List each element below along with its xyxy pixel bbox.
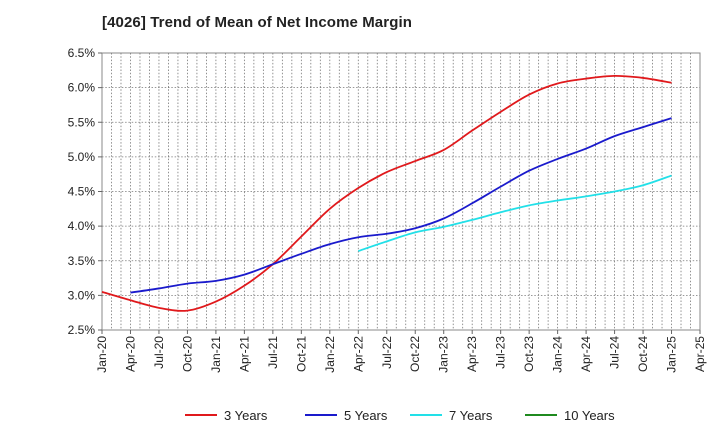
x-tick-label: Jul-24 bbox=[608, 336, 622, 369]
x-axis: Jan-20 Apr-20 Jul-20 Oct-20 Jan-21 Apr-21 Jul-… bbox=[95, 330, 707, 373]
series-line-7-years bbox=[357, 174, 672, 252]
series-line-3-years bbox=[101, 74, 672, 312]
x-tick-label: Jul-23 bbox=[494, 336, 508, 369]
x-tick-label: Oct-22 bbox=[408, 336, 422, 372]
x-tick-label: Apr-20 bbox=[123, 336, 137, 372]
x-tick-label: Apr-21 bbox=[237, 336, 251, 372]
x-tick-label: Jan-20 bbox=[95, 336, 109, 373]
legend-label-7-years: 7 Years bbox=[449, 408, 493, 423]
x-tick-label: Jan-24 bbox=[551, 336, 565, 373]
x-tick-label: Jan-25 bbox=[665, 336, 679, 373]
y-axis: 2.5% 3.0% 3.5% 4.0% 4.5% 5.0% 5.5% 6.0% 6.5% bbox=[68, 46, 102, 337]
y-tick-label: 4.5% bbox=[68, 185, 96, 199]
x-tick-label: Oct-20 bbox=[180, 336, 194, 372]
series-line-5-years bbox=[130, 117, 672, 294]
y-tick-label: 6.5% bbox=[68, 46, 96, 60]
x-tick-label: Jan-22 bbox=[323, 336, 337, 373]
legend-label-10-years: 10 Years bbox=[564, 408, 615, 423]
x-tick-label: Jul-20 bbox=[152, 336, 166, 369]
x-tick-label: Apr-22 bbox=[351, 336, 365, 372]
y-tick-label: 4.0% bbox=[68, 219, 96, 233]
legend: 3 Years 5 Years 7 Years 10 Years bbox=[185, 408, 615, 423]
y-tick-label: 3.5% bbox=[68, 254, 96, 268]
x-tick-label: Jan-23 bbox=[437, 336, 451, 373]
legend-label-3-years: 3 Years bbox=[224, 408, 268, 423]
x-tick-label: Jan-21 bbox=[209, 336, 223, 373]
x-tick-label: Apr-23 bbox=[465, 336, 479, 372]
x-tick-label: Apr-25 bbox=[693, 336, 707, 372]
y-tick-label: 2.5% bbox=[68, 323, 96, 337]
x-tick-label: Jul-22 bbox=[380, 336, 394, 369]
y-tick-label: 3.0% bbox=[68, 288, 96, 302]
y-tick-label: 5.0% bbox=[68, 150, 96, 164]
y-tick-label: 5.5% bbox=[68, 115, 96, 129]
x-tick-label: Jul-21 bbox=[266, 336, 280, 369]
x-tick-label: Oct-24 bbox=[636, 336, 650, 372]
x-tick-label: Oct-23 bbox=[522, 336, 536, 372]
x-tick-label: Oct-21 bbox=[294, 336, 308, 372]
series-lines bbox=[101, 74, 672, 312]
legend-label-5-years: 5 Years bbox=[344, 408, 388, 423]
y-tick-label: 6.0% bbox=[68, 81, 96, 95]
chart-title: [4026] Trend of Mean of Net Income Margi… bbox=[102, 14, 412, 31]
grid-lines bbox=[102, 53, 700, 330]
x-tick-label: Apr-24 bbox=[579, 336, 593, 372]
